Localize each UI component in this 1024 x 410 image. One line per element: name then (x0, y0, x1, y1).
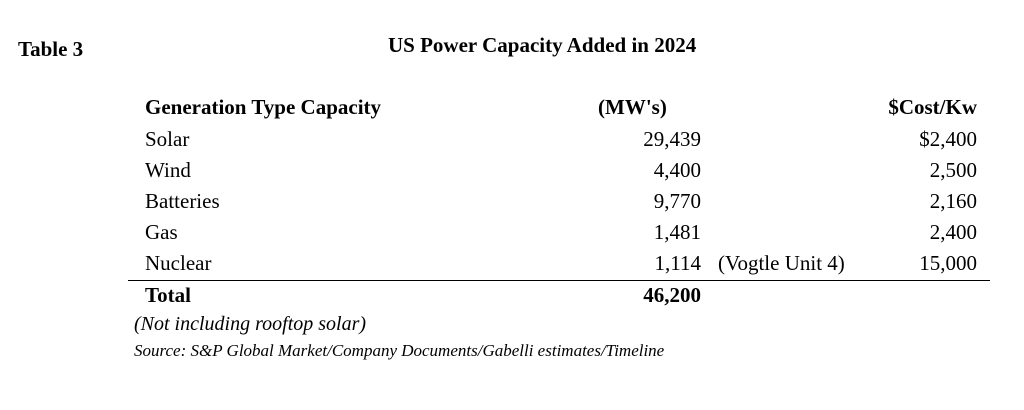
row-solar-type: Solar (145, 127, 190, 151)
row-nuclear-mw: 1,114 (654, 251, 701, 275)
row-nuclear-cost: 15,000 (919, 251, 977, 275)
row-solar-mw: 29,439 (643, 127, 701, 151)
header-mw: (MW's) (598, 95, 667, 119)
row-nuclear-type: Nuclear (145, 251, 212, 275)
total-label: Total (145, 283, 191, 307)
row-nuclear-note: (Vogtle Unit 4) (718, 251, 845, 275)
header-generation-type: Generation Type Capacity (145, 95, 382, 119)
total-divider (128, 280, 990, 281)
row-wind-cost: 2,500 (929, 158, 977, 182)
table-label: Table 3 (18, 37, 84, 61)
row-solar-cost: $2,400 (919, 127, 977, 151)
total-mw: 46,200 (643, 283, 701, 307)
row-gas-type: Gas (145, 220, 178, 244)
row-batteries-cost: 2,160 (929, 189, 977, 213)
source-note: Source: S&P Global Market/Company Docume… (134, 341, 665, 360)
row-batteries-mw: 9,770 (653, 189, 701, 213)
footnote: (Not including rooftop solar) (134, 313, 367, 335)
row-wind-type: Wind (145, 158, 191, 182)
row-gas-cost: 2,400 (929, 220, 977, 244)
row-batteries-type: Batteries (145, 189, 220, 213)
row-wind-mw: 4,400 (653, 158, 701, 182)
header-cost: $Cost/Kw (888, 95, 977, 119)
row-gas-mw: 1,481 (653, 220, 701, 244)
table-title: US Power Capacity Added in 2024 (388, 33, 697, 57)
